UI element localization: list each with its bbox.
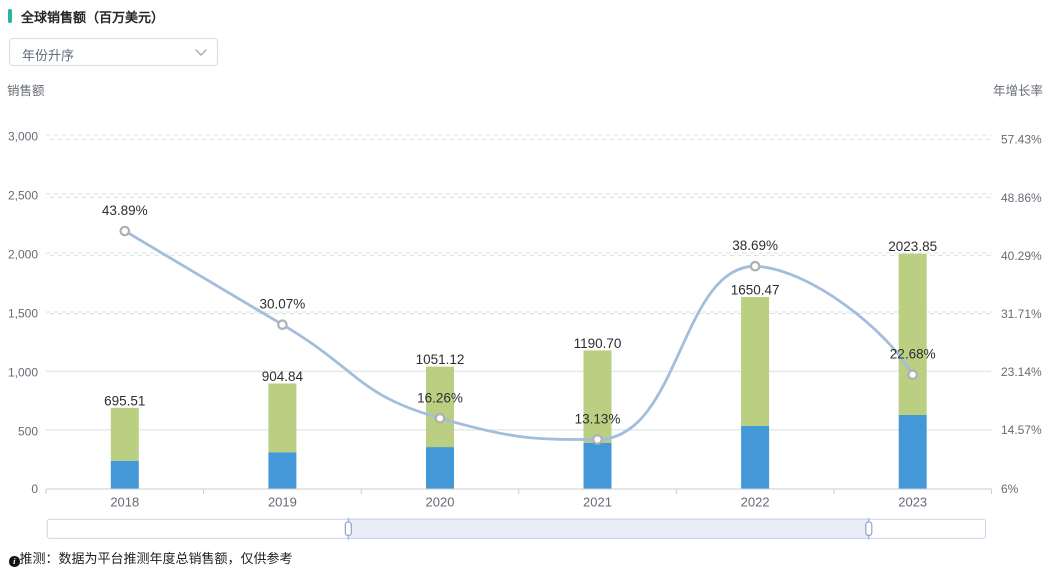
svg-text:1051.12: 1051.12 — [416, 352, 465, 367]
svg-text:2019: 2019 — [268, 495, 297, 510]
svg-text:2,500: 2,500 — [8, 189, 38, 203]
svg-text:13.13%: 13.13% — [575, 412, 621, 427]
svg-text:1190.70: 1190.70 — [574, 336, 622, 351]
svg-text:695.51: 695.51 — [104, 393, 145, 408]
svg-text:1,000: 1,000 — [8, 366, 38, 380]
svg-text:0: 0 — [31, 482, 38, 496]
svg-text:2018: 2018 — [110, 495, 139, 510]
svg-text:22.68%: 22.68% — [890, 347, 936, 362]
svg-text:904.84: 904.84 — [262, 369, 304, 384]
svg-text:2023: 2023 — [898, 495, 927, 510]
svg-text:23.14%: 23.14% — [1001, 365, 1042, 379]
svg-text:2022: 2022 — [741, 495, 770, 510]
svg-text:销售额: 销售额 — [7, 83, 45, 98]
svg-text:14.57%: 14.57% — [1001, 423, 1042, 437]
svg-text:2021: 2021 — [583, 495, 612, 510]
svg-text:43.89%: 43.89% — [102, 203, 148, 218]
svg-text:年增长率: 年增长率 — [993, 83, 1043, 98]
svg-text:2,000: 2,000 — [8, 248, 38, 262]
svg-text:1,500: 1,500 — [8, 307, 38, 321]
svg-text:48.86%: 48.86% — [1001, 191, 1042, 205]
svg-text:2020: 2020 — [426, 495, 455, 510]
svg-text:3,000: 3,000 — [8, 130, 38, 144]
svg-text:57.43%: 57.43% — [1001, 133, 1042, 147]
svg-text:40.29%: 40.29% — [1001, 249, 1042, 263]
svg-text:1650.47: 1650.47 — [731, 283, 780, 298]
svg-text:38.69%: 38.69% — [732, 238, 778, 253]
svg-text:500: 500 — [18, 425, 38, 439]
svg-text:2023.85: 2023.85 — [888, 239, 937, 254]
svg-text:6%: 6% — [1001, 482, 1019, 496]
svg-text:30.07%: 30.07% — [260, 297, 306, 312]
svg-text:31.71%: 31.71% — [1001, 307, 1042, 321]
svg-text:16.26%: 16.26% — [417, 390, 463, 405]
